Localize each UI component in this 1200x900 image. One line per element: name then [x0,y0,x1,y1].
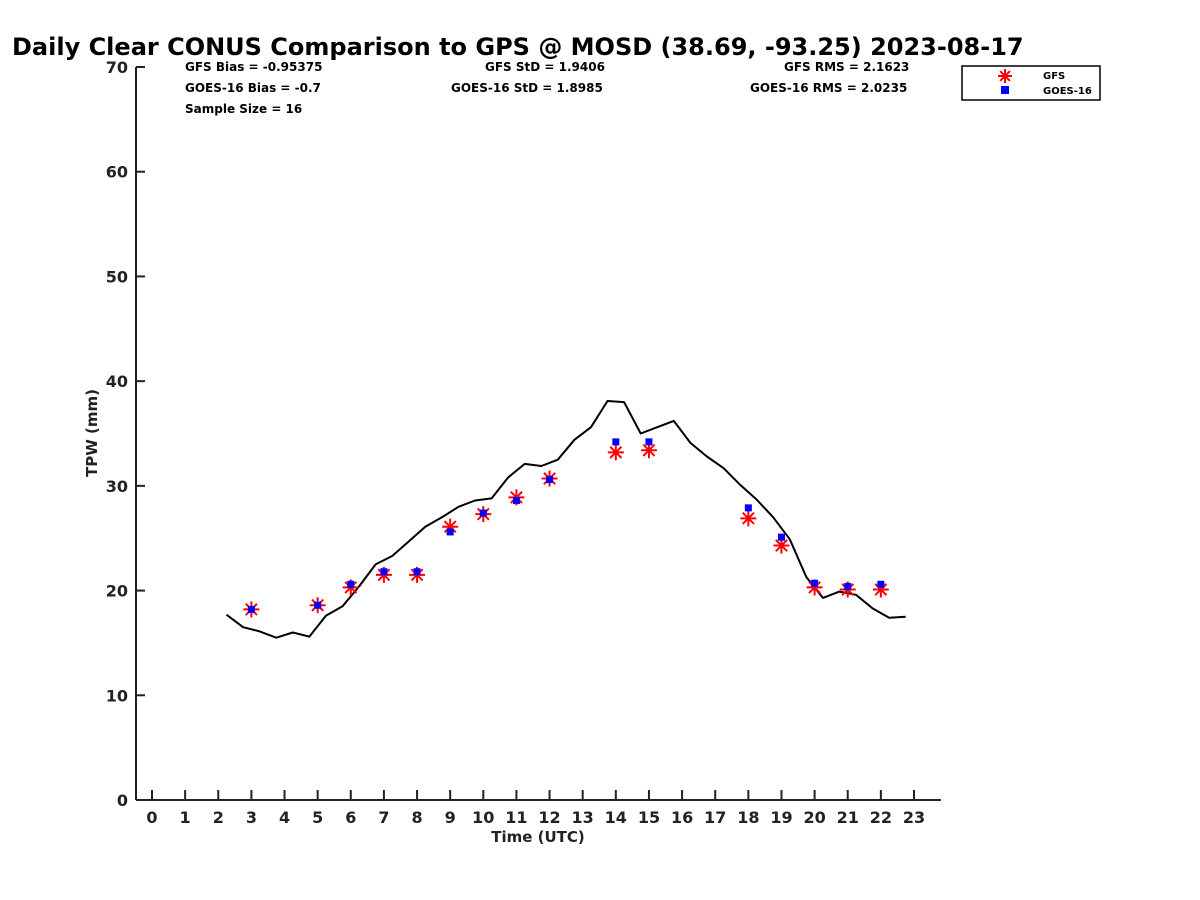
goes-point [446,528,454,536]
y-tick-label: 50 [106,267,128,286]
sample-size-stat: Sample Size = 16 [185,102,302,116]
gfs-bias-stat: GFS Bias = -0.95375 [185,60,322,74]
legend-gfs-label: GFS [1043,71,1065,82]
x-tick-label: 19 [770,808,792,827]
legend: GFS GOES-16 [961,65,1101,101]
y-tick-label: 70 [106,58,128,77]
x-tick-label: 9 [445,808,456,827]
x-tick-label: 4 [279,808,290,827]
goes-point [744,504,752,512]
gfs-series [243,442,889,618]
goes-point [546,476,554,484]
y-tick-label: 20 [106,582,128,601]
x-tick-label: 2 [213,808,224,827]
goes-series [247,438,885,613]
goes-rms-stat: GOES-16 RMS = 2.0235 [750,81,907,95]
y-tick-label: 60 [106,163,128,182]
legend-gfs-asterisk [998,69,1012,83]
goes-point [347,580,355,588]
chart-title: Daily Clear CONUS Comparison to GPS @ MO… [12,33,1024,61]
y-tick-label: 10 [106,686,128,705]
goes-point [512,497,520,505]
goes-point [612,438,620,446]
goes-point [777,533,785,541]
x-tick-label: 21 [837,808,859,827]
x-tick-label: 11 [505,808,527,827]
gps-line [225,400,906,639]
goes-point [247,605,255,613]
x-tick-label: 18 [737,808,759,827]
gfs-rms-stat: GFS RMS = 2.1623 [784,60,909,74]
goes-point [645,438,653,446]
y-tick-label: 30 [106,477,128,496]
goes-std-stat: GOES-16 StD = 1.8985 [451,81,603,95]
x-tick-label: 1 [180,808,191,827]
x-tick-label: 17 [704,808,726,827]
goes-point [380,568,388,576]
legend-goes-label: GOES-16 [1043,86,1092,97]
gps-series [225,400,906,639]
goes-point [314,601,322,609]
x-tick-label: 13 [572,808,594,827]
goes-point [844,582,852,590]
x-tick-label: 0 [146,808,157,827]
x-tick-label: 8 [411,808,422,827]
x-tick-label: 23 [903,808,925,827]
goes-point [877,580,885,588]
x-tick-label: 16 [671,808,693,827]
y-ticks: 0 10 20 30 40 50 60 70 [106,58,145,810]
x-tick-label: 22 [870,808,892,827]
goes-point [413,568,421,576]
x-tick-label: 12 [538,808,560,827]
gfs-point [740,510,757,527]
gfs-point [607,444,624,461]
x-axis-label: Time (UTC) [491,828,585,846]
goes-bias-stat: GOES-16 Bias = -0.7 [185,81,321,95]
y-tick-label: 40 [106,372,128,391]
y-tick-label: 0 [117,791,128,810]
legend-goes-marker [1001,86,1009,94]
y-axis-label: TPW (mm) [83,389,101,477]
x-tick-label: 3 [246,808,257,827]
stats-block: GFS Bias = -0.95375 GOES-16 Bias = -0.7 … [185,60,909,116]
x-tick-label: 15 [638,808,660,827]
x-tick-label: 20 [803,808,825,827]
x-tick-label: 10 [472,808,494,827]
gfs-std-stat: GFS StD = 1.9406 [485,60,605,74]
x-tick-label: 5 [312,808,323,827]
gfs-point [442,518,459,535]
goes-point [479,509,487,517]
legend-gfs-marker [998,69,1012,83]
x-tick-label: 14 [605,808,627,827]
x-tick-label: 7 [378,808,389,827]
x-ticks: 0 1 2 3 4 5 6 7 8 9 10 11 12 13 14 15 16 17 18 19 20 21 22 23 [146,790,925,827]
goes-point [811,579,819,587]
legend-box [961,65,1101,101]
x-tick-label: 6 [345,808,356,827]
